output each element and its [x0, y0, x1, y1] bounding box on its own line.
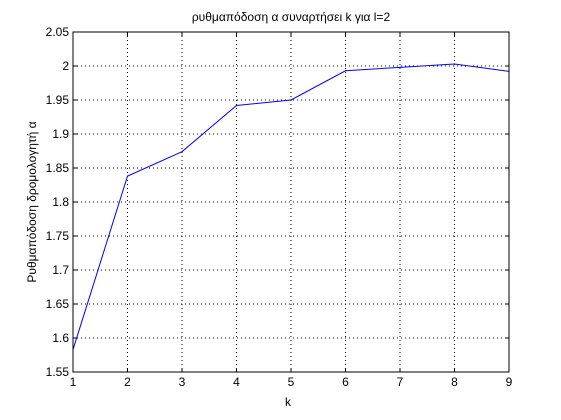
grid-lines: [73, 32, 509, 372]
x-tick-label: 1: [70, 375, 77, 389]
x-tick-label: 5: [288, 375, 295, 389]
x-tick-label: 7: [397, 375, 404, 389]
y-tick-label: 1.75: [46, 229, 70, 243]
data-point: [399, 66, 401, 68]
y-tick-label: 1.65: [46, 297, 70, 311]
data-point: [290, 99, 292, 101]
data-point: [126, 175, 129, 177]
x-axis-label: k: [285, 395, 292, 409]
y-tick-label: 2.05: [46, 25, 70, 39]
x-tick-label: 6: [342, 375, 349, 389]
y-tick-label: 1.7: [52, 263, 69, 277]
data-point: [235, 104, 238, 107]
plot-frame: [72, 31, 510, 373]
y-tick-label: 2: [62, 59, 69, 73]
y-tick-label: 1.55: [46, 365, 70, 379]
y-tick-label: 1.9: [52, 127, 69, 141]
x-tick-label: 9: [506, 375, 513, 389]
tick-labels: 1 2 3 4 5 6 7 8 9 1.55 1.6 1.65 1.7 1.75 1.8 1.85 1.9 1.9…: [46, 25, 513, 389]
chart-title: ρυθμαπόδοση α συναρτήσει k για l=2: [192, 10, 391, 24]
data-point: [344, 70, 347, 72]
y-tick-label: 1.95: [46, 93, 70, 107]
y-tick-label: 1.85: [46, 161, 70, 175]
x-tick-label: 8: [451, 375, 458, 389]
y-tick-label: 1.8: [52, 195, 69, 209]
x-tick-label: 4: [233, 375, 240, 389]
x-tick-label: 3: [179, 375, 186, 389]
x-tick-label: 2: [124, 375, 131, 389]
y-axis-label: Ρυθμαπόδοση δρομολογητή α: [25, 121, 39, 282]
y-tick-label: 1.6: [52, 331, 69, 345]
data-point: [453, 63, 456, 65]
data-point: [181, 151, 183, 153]
